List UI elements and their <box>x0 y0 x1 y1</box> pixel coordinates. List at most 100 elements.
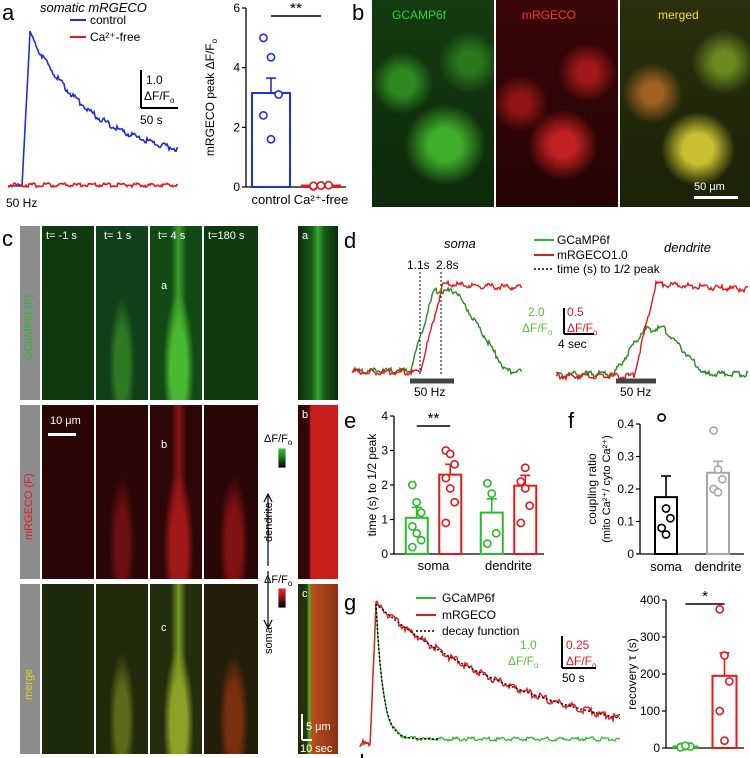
panel-label-f: f <box>568 408 575 433</box>
data-point <box>661 530 671 539</box>
scale-green-value: 2.0 <box>528 305 545 319</box>
y-axis-label: time (s) to 1/2 peak <box>365 433 379 537</box>
scale-y-value: 1.0 <box>146 73 163 87</box>
data-point <box>266 134 276 144</box>
data-point <box>416 508 426 517</box>
data-point <box>661 504 671 513</box>
cbar-red-max: 4 <box>289 588 295 600</box>
x-tick-label: control <box>251 192 290 207</box>
roi-label-c: c <box>161 622 167 634</box>
data-point <box>259 33 268 43</box>
significance-label: ** <box>428 410 440 427</box>
y-tick-label: 0.3 <box>617 450 634 464</box>
bar <box>404 516 429 555</box>
kymo-arrowhead-down <box>263 619 273 630</box>
time-label-2: t= 1 s <box>104 230 132 242</box>
g-gcamp-trace <box>359 604 621 747</box>
micrograph-merged: merged 50 μm <box>620 0 750 207</box>
y-tick-label: 0 <box>627 547 634 561</box>
data-point <box>666 513 675 523</box>
data-point <box>491 528 501 538</box>
soma-gcamp-trace <box>351 286 523 376</box>
data-point <box>516 477 526 486</box>
data-point <box>715 604 725 614</box>
data-point <box>412 497 422 507</box>
kymo-label-c: c <box>302 588 308 600</box>
tile-mrgeco-t3: b <box>150 405 202 579</box>
tile-mrgeco-t4 <box>204 405 258 579</box>
control-trace <box>8 30 179 187</box>
row-label-gcamp6f: GCaMP6f (F) <box>23 294 35 360</box>
kymo-label-b: b <box>302 409 309 421</box>
g-scale-unit-green: ΔF/Fo <box>508 654 539 670</box>
scale-y-unit: ΔF/Fo <box>144 89 175 105</box>
panel-label-e: e <box>344 408 357 433</box>
data-point <box>520 463 530 473</box>
data-point <box>445 449 455 459</box>
row-band-mrgeco <box>20 405 40 579</box>
tile-merge-t3: c <box>150 584 202 754</box>
kymo-arrowhead-up <box>263 492 273 503</box>
kymo-scale-time: 10 sec <box>300 743 333 755</box>
scale-time-value: 4 sec <box>558 337 587 351</box>
ca-free-trace <box>7 181 179 189</box>
label-merged: merged <box>658 8 699 22</box>
data-point <box>720 651 729 660</box>
y-tick-label: 0 <box>381 547 388 561</box>
data-point <box>407 480 417 490</box>
data-point <box>709 426 719 435</box>
data-point <box>516 518 526 528</box>
legend-gcamp-label: GCaMP6f <box>557 233 610 247</box>
y-axis-label-2: (mito Ca²⁺/ cyto Ca²⁺) <box>601 435 613 543</box>
data-point <box>450 497 460 507</box>
data-point <box>412 528 422 538</box>
kymograph-a: a <box>298 226 338 400</box>
kymograph-annotations: ΔF/Fo 8 0 dendrite ΔF/Fo 4 0 soma <box>263 433 295 654</box>
legend-g-mrgeco-label: mRGECO <box>442 608 496 622</box>
y-tick-label: 200 <box>640 667 660 681</box>
stim-label: 50 Hz <box>6 196 37 210</box>
legend-ca-free-label: Ca²⁺-free <box>90 30 141 44</box>
data-point <box>487 489 497 499</box>
soma-title: soma <box>444 236 476 251</box>
y-tick-label: 0 <box>653 741 660 755</box>
x-group-label: dendrite <box>485 558 532 573</box>
y-tick-label: 300 <box>640 630 660 644</box>
legend-control-label: control <box>90 13 126 27</box>
colorbar-red <box>277 587 287 609</box>
scale-unit-green: ΔF/Fo <box>522 321 553 337</box>
y-tick-label: 0.2 <box>617 482 634 496</box>
scale-label-10um: 10 μm <box>50 415 81 427</box>
bar <box>513 484 538 555</box>
data-point <box>274 90 283 99</box>
data-point <box>316 181 326 190</box>
roi-label-b: b <box>161 439 168 451</box>
dendrite-gcamp-trace <box>555 324 749 379</box>
colorbar-green <box>277 447 287 469</box>
scale-x-value: 50 s <box>140 113 163 127</box>
tile-mrgeco-t2 <box>96 405 148 579</box>
data-point <box>482 539 492 549</box>
data-point <box>416 535 426 545</box>
tile-gcamp-t2: t= 1 s <box>96 226 148 400</box>
data-point <box>441 518 451 528</box>
data-point <box>450 459 460 469</box>
kymo-label-a: a <box>302 230 309 242</box>
row-band-gcamp6f <box>20 226 40 400</box>
time-label-1: t= -1 s <box>46 230 77 242</box>
y-tick-label: 1 <box>381 513 388 527</box>
cbar-green-max: 8 <box>289 448 295 460</box>
label-mrgeco: mRGECO <box>522 8 576 22</box>
stim-label-soma: 50 Hz <box>414 385 445 396</box>
tile-merge-t4 <box>204 584 258 754</box>
legend-g-decay-label: decay function <box>442 624 519 638</box>
legend-g-gcamp-label: GCaMP6f <box>442 591 495 605</box>
scale-bar-10um <box>48 433 76 436</box>
data-point <box>717 474 727 484</box>
kymo-axis-soma: soma <box>263 626 275 654</box>
bar <box>706 471 730 555</box>
y-tick-label: 0.4 <box>617 417 634 431</box>
panel-label-d: d <box>344 228 357 253</box>
time-label-3: t= 4 s <box>158 230 186 242</box>
